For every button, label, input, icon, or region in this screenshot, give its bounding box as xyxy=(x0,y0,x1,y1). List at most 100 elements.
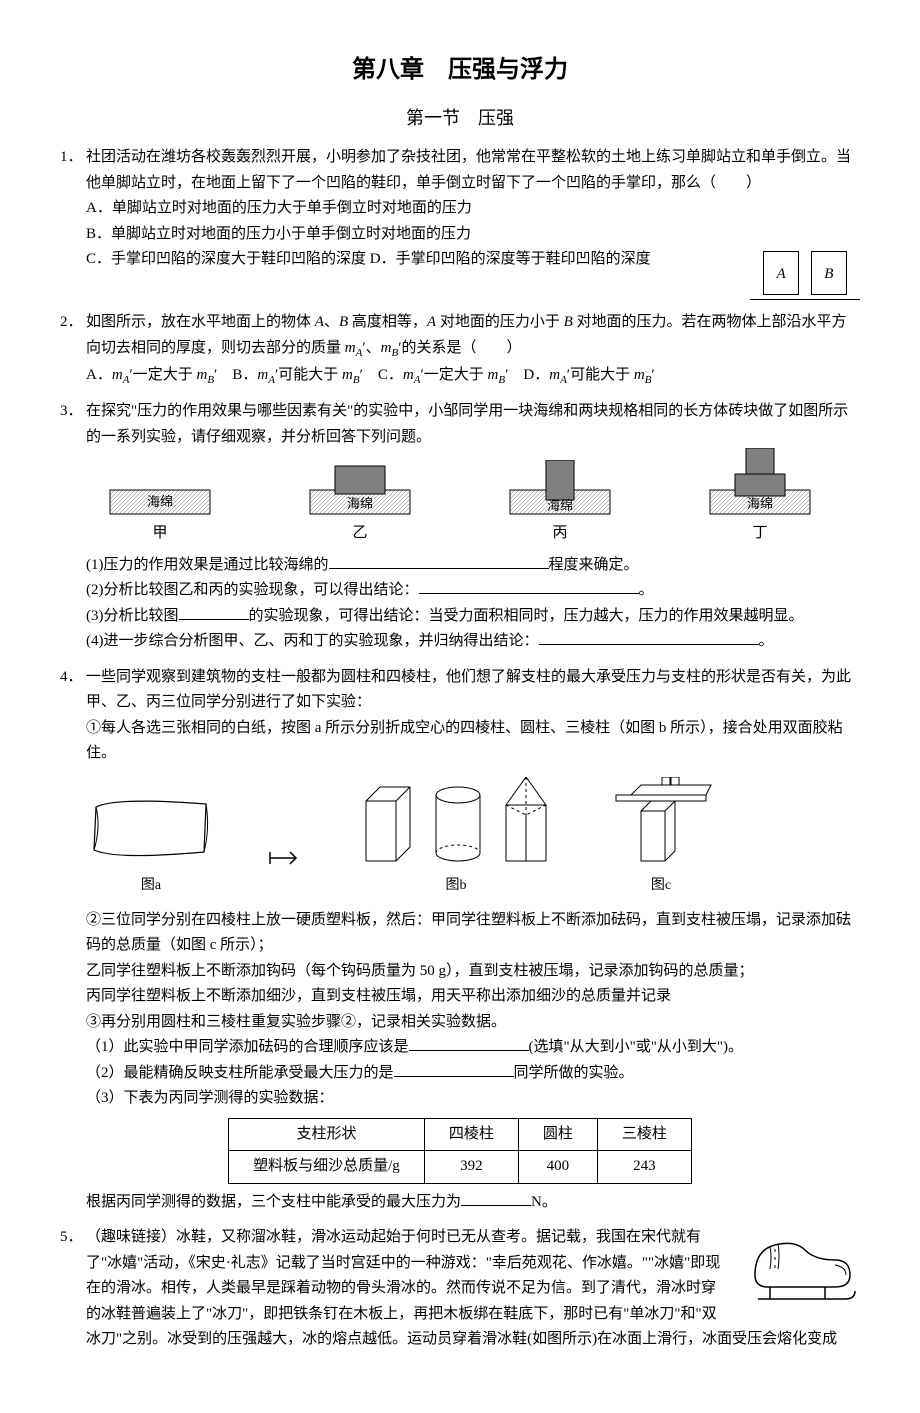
figure-ab-boxes: A B xyxy=(750,247,860,300)
q2d-pre: D． xyxy=(523,367,549,383)
sponge-label-3: 海绵 xyxy=(547,498,573,513)
q4-step2b: 乙同学往塑料板上不断添加钩码（每个钩码质量为 50 g），直到支柱被压塌，记录添… xyxy=(60,959,860,985)
cap-1: 甲 xyxy=(95,521,225,547)
q3s4p: (4)进一步综合分析图甲、乙、丙和丁的实验现象，并归纳得出结论： xyxy=(86,633,539,649)
cap-4: 丁 xyxy=(695,521,825,547)
th-3: 三棱柱 xyxy=(597,1118,691,1151)
q1-option-a: A．单脚站立时对地面的压力大于单手倒立时对地面的压力 xyxy=(60,196,860,222)
q2-t1: 如图所示，放在水平地面上的物体 xyxy=(86,314,315,330)
box-b: B xyxy=(811,251,847,295)
sponge-fig-4: 海绵 丁 xyxy=(695,460,825,547)
q2a-mid: ′一定大于 xyxy=(129,367,196,383)
sponge-fig-3: 海绵 丙 xyxy=(495,460,625,547)
fig-c: 图c xyxy=(606,777,716,898)
question-5: 5． （趣味链接）冰鞋，又称溜冰鞋，滑冰运动起始于何时已无从查考。据记载，我国在… xyxy=(60,1225,860,1353)
q4s1p: （1）此实验中甲同学添加砝码的合理顺序应该是 xyxy=(86,1039,409,1055)
q4-sub2: （2）最能精确反映支柱所能承受最大压力的是 同学所做的实验。 xyxy=(60,1061,860,1087)
q3s3p: (3)分析比较图 xyxy=(86,608,179,624)
q3s2p: (2)分析比较图乙和丙的实验现象，可以得出结论： xyxy=(86,582,419,598)
q1-num: 1． xyxy=(60,145,83,171)
sponge-label-4: 海绵 xyxy=(747,496,773,511)
question-3: 3． 在探究"压力的作用效果与哪些因素有关"的实验中，小邹同学用一块海绵和两块规… xyxy=(60,399,860,655)
q4s2p: （2）最能精确反映支柱所能承受最大压力的是 xyxy=(86,1065,394,1081)
q1-option-cd: C．手掌印凹陷的深度大于鞋印凹陷的深度 D．手掌印凹陷的深度等于鞋印凹陷的深度 xyxy=(86,251,651,267)
q2c-mid: ′一定大于 xyxy=(420,367,487,383)
q3-sub2: (2)分析比较图乙和丙的实验现象，可以得出结论：。 xyxy=(60,578,860,604)
q2a-pre: A． xyxy=(86,367,112,383)
q4-sub3: （3）下表为丙同学测得的实验数据： xyxy=(60,1086,860,1112)
td-2: 243 xyxy=(597,1151,691,1184)
blank xyxy=(179,605,249,620)
sponge-fig-1: 海绵 甲 xyxy=(95,460,225,547)
td-0: 392 xyxy=(424,1151,518,1184)
q2-t6: ′、 xyxy=(362,340,380,356)
td-label: 塑料板与细沙总质量/g xyxy=(229,1151,425,1184)
q2d-end: ′ xyxy=(651,367,654,383)
q3s4s: 。 xyxy=(759,633,774,649)
q2-t4: 对地面的压力小于 xyxy=(436,314,564,330)
sponge-label-1: 海绵 xyxy=(147,494,173,509)
q5-num: 5． xyxy=(60,1225,83,1251)
paper-figures: 图a xyxy=(60,777,860,898)
capA: 图a xyxy=(86,874,216,898)
q4fp: 根据丙同学测得的数据，三个支柱中能承受的最大压力为 xyxy=(86,1194,461,1210)
fig-b: 图b xyxy=(356,777,556,898)
sponge-fig-2: 海绵 乙 xyxy=(295,460,425,547)
q2c-end: ′ xyxy=(505,367,508,383)
question-2: 2． 如图所示，放在水平地面上的物体 A、B 高度相等，A 对地面的压力小于 B… xyxy=(60,310,860,389)
skate-icon xyxy=(740,1225,860,1325)
q4-footer: 根据丙同学测得的数据，三个支柱中能承受的最大压力为N。 xyxy=(60,1190,860,1216)
q4-text: 一些同学观察到建筑物的支柱一般都为圆柱和四棱柱，他们想了解支柱的最大承受压力与支… xyxy=(86,669,851,711)
th-1: 四棱柱 xyxy=(424,1118,518,1151)
box-a: A xyxy=(763,251,799,295)
q3s1p: (1)压力的作用效果是通过比较海绵的 xyxy=(86,557,329,573)
q4-step2c: 丙同学往塑料板上不断添加细沙，直到支柱被压塌，用天平称出添加细沙的总质量并记录 xyxy=(60,984,860,1010)
cap-3: 丙 xyxy=(495,521,625,547)
blank xyxy=(409,1036,529,1051)
q4s2s: 同学所做的实验。 xyxy=(514,1065,634,1081)
chapter-title: 第八章 压强与浮力 xyxy=(60,50,860,91)
q5-text: （趣味链接）冰鞋，又称溜冰鞋，滑冰运动起始于何时已无从查考。据记载，我国在宋代就… xyxy=(86,1229,837,1347)
q3-text: 在探究"压力的作用效果与哪些因素有关"的实验中，小邹同学用一块海绵和两块规格相同… xyxy=(86,403,848,445)
blank xyxy=(419,579,639,594)
blank xyxy=(329,554,549,569)
q3-num: 3． xyxy=(60,399,83,425)
q1-option-b: B．单脚站立时对地面的压力小于单手倒立时对地面的压力 xyxy=(60,222,860,248)
blank xyxy=(539,630,759,645)
q1-text: 社团活动在潍坊各校轰轰烈烈开展，小明参加了杂技社团，他常常在平整松软的土地上练习… xyxy=(86,149,851,191)
q3s3s: 的实验现象，可得出结论：当受力面积相同时，压力越大，压力的作用效果越明显。 xyxy=(249,608,804,624)
q3-sub4: (4)进一步综合分析图甲、乙、丙和丁的实验现象，并归纳得出结论： 。 xyxy=(60,629,860,655)
q4-step1: ①每人各选三张相同的白纸，按图 a 所示分别折成空心的四棱柱、圆柱、三棱柱（如图… xyxy=(60,716,860,767)
q2b-pre: B． xyxy=(232,367,257,383)
td-1: 400 xyxy=(518,1151,597,1184)
data-table: 支柱形状 四棱柱 圆柱 三棱柱 塑料板与细沙总质量/g 392 400 243 xyxy=(228,1118,692,1184)
q4s1s: (选填"从大到小"或"从小到大")。 xyxy=(529,1039,743,1055)
q2a-end: ′ xyxy=(214,367,217,383)
q4-sub1: （1）此实验中甲同学添加砝码的合理顺序应该是 (选填"从大到小"或"从小到大")。 xyxy=(60,1035,860,1061)
sponge-label-2: 海绵 xyxy=(347,496,373,511)
q3-sub3: (3)分析比较图 的实验现象，可得出结论：当受力面积相同时，压力越大，压力的作用效… xyxy=(60,604,860,630)
q2-options: A．mA′一定大于 mB′ B．mA′可能大于 mB′ C．mA′一定大于 mB… xyxy=(60,363,860,390)
blank xyxy=(394,1062,514,1077)
q4-num: 4． xyxy=(60,665,83,691)
q2-t7: ′的关系是（ ） xyxy=(398,340,521,356)
q2-num: 2． xyxy=(60,310,83,336)
q3s1s: 程度来确定。 xyxy=(549,557,639,573)
cap-2: 乙 xyxy=(295,521,425,547)
capC: 图c xyxy=(606,874,716,898)
q4-step3: ③再分别用圆柱和三棱柱重复实验步骤②，记录相关实验数据。 xyxy=(60,1010,860,1036)
sponge-figures: 海绵 甲 海绵 乙 海绵 丙 海绵 丁 xyxy=(60,460,860,547)
th-2: 圆柱 xyxy=(518,1118,597,1151)
fig-a: 图a xyxy=(86,792,216,898)
section-title: 第一节 压强 xyxy=(60,103,860,134)
q2-t3: 高度相等， xyxy=(348,314,427,330)
blank xyxy=(461,1191,531,1206)
th-0: 支柱形状 xyxy=(229,1118,425,1151)
question-1: 1． 社团活动在潍坊各校轰轰烈烈开展，小明参加了杂技社团，他常常在平整松软的土地… xyxy=(60,145,860,300)
q2c-pre: C． xyxy=(378,367,403,383)
q2b-mid: ′可能大于 xyxy=(275,367,342,383)
q2-t2: 、 xyxy=(324,314,339,330)
q4-step2a: ②三位同学分别在四棱柱上放一硬质塑料板，然后：甲同学往塑料板上不断添加砝码，直到… xyxy=(60,908,860,959)
q3-sub1: (1)压力的作用效果是通过比较海绵的 程度来确定。 xyxy=(60,553,860,579)
arrow-icon xyxy=(266,818,306,898)
